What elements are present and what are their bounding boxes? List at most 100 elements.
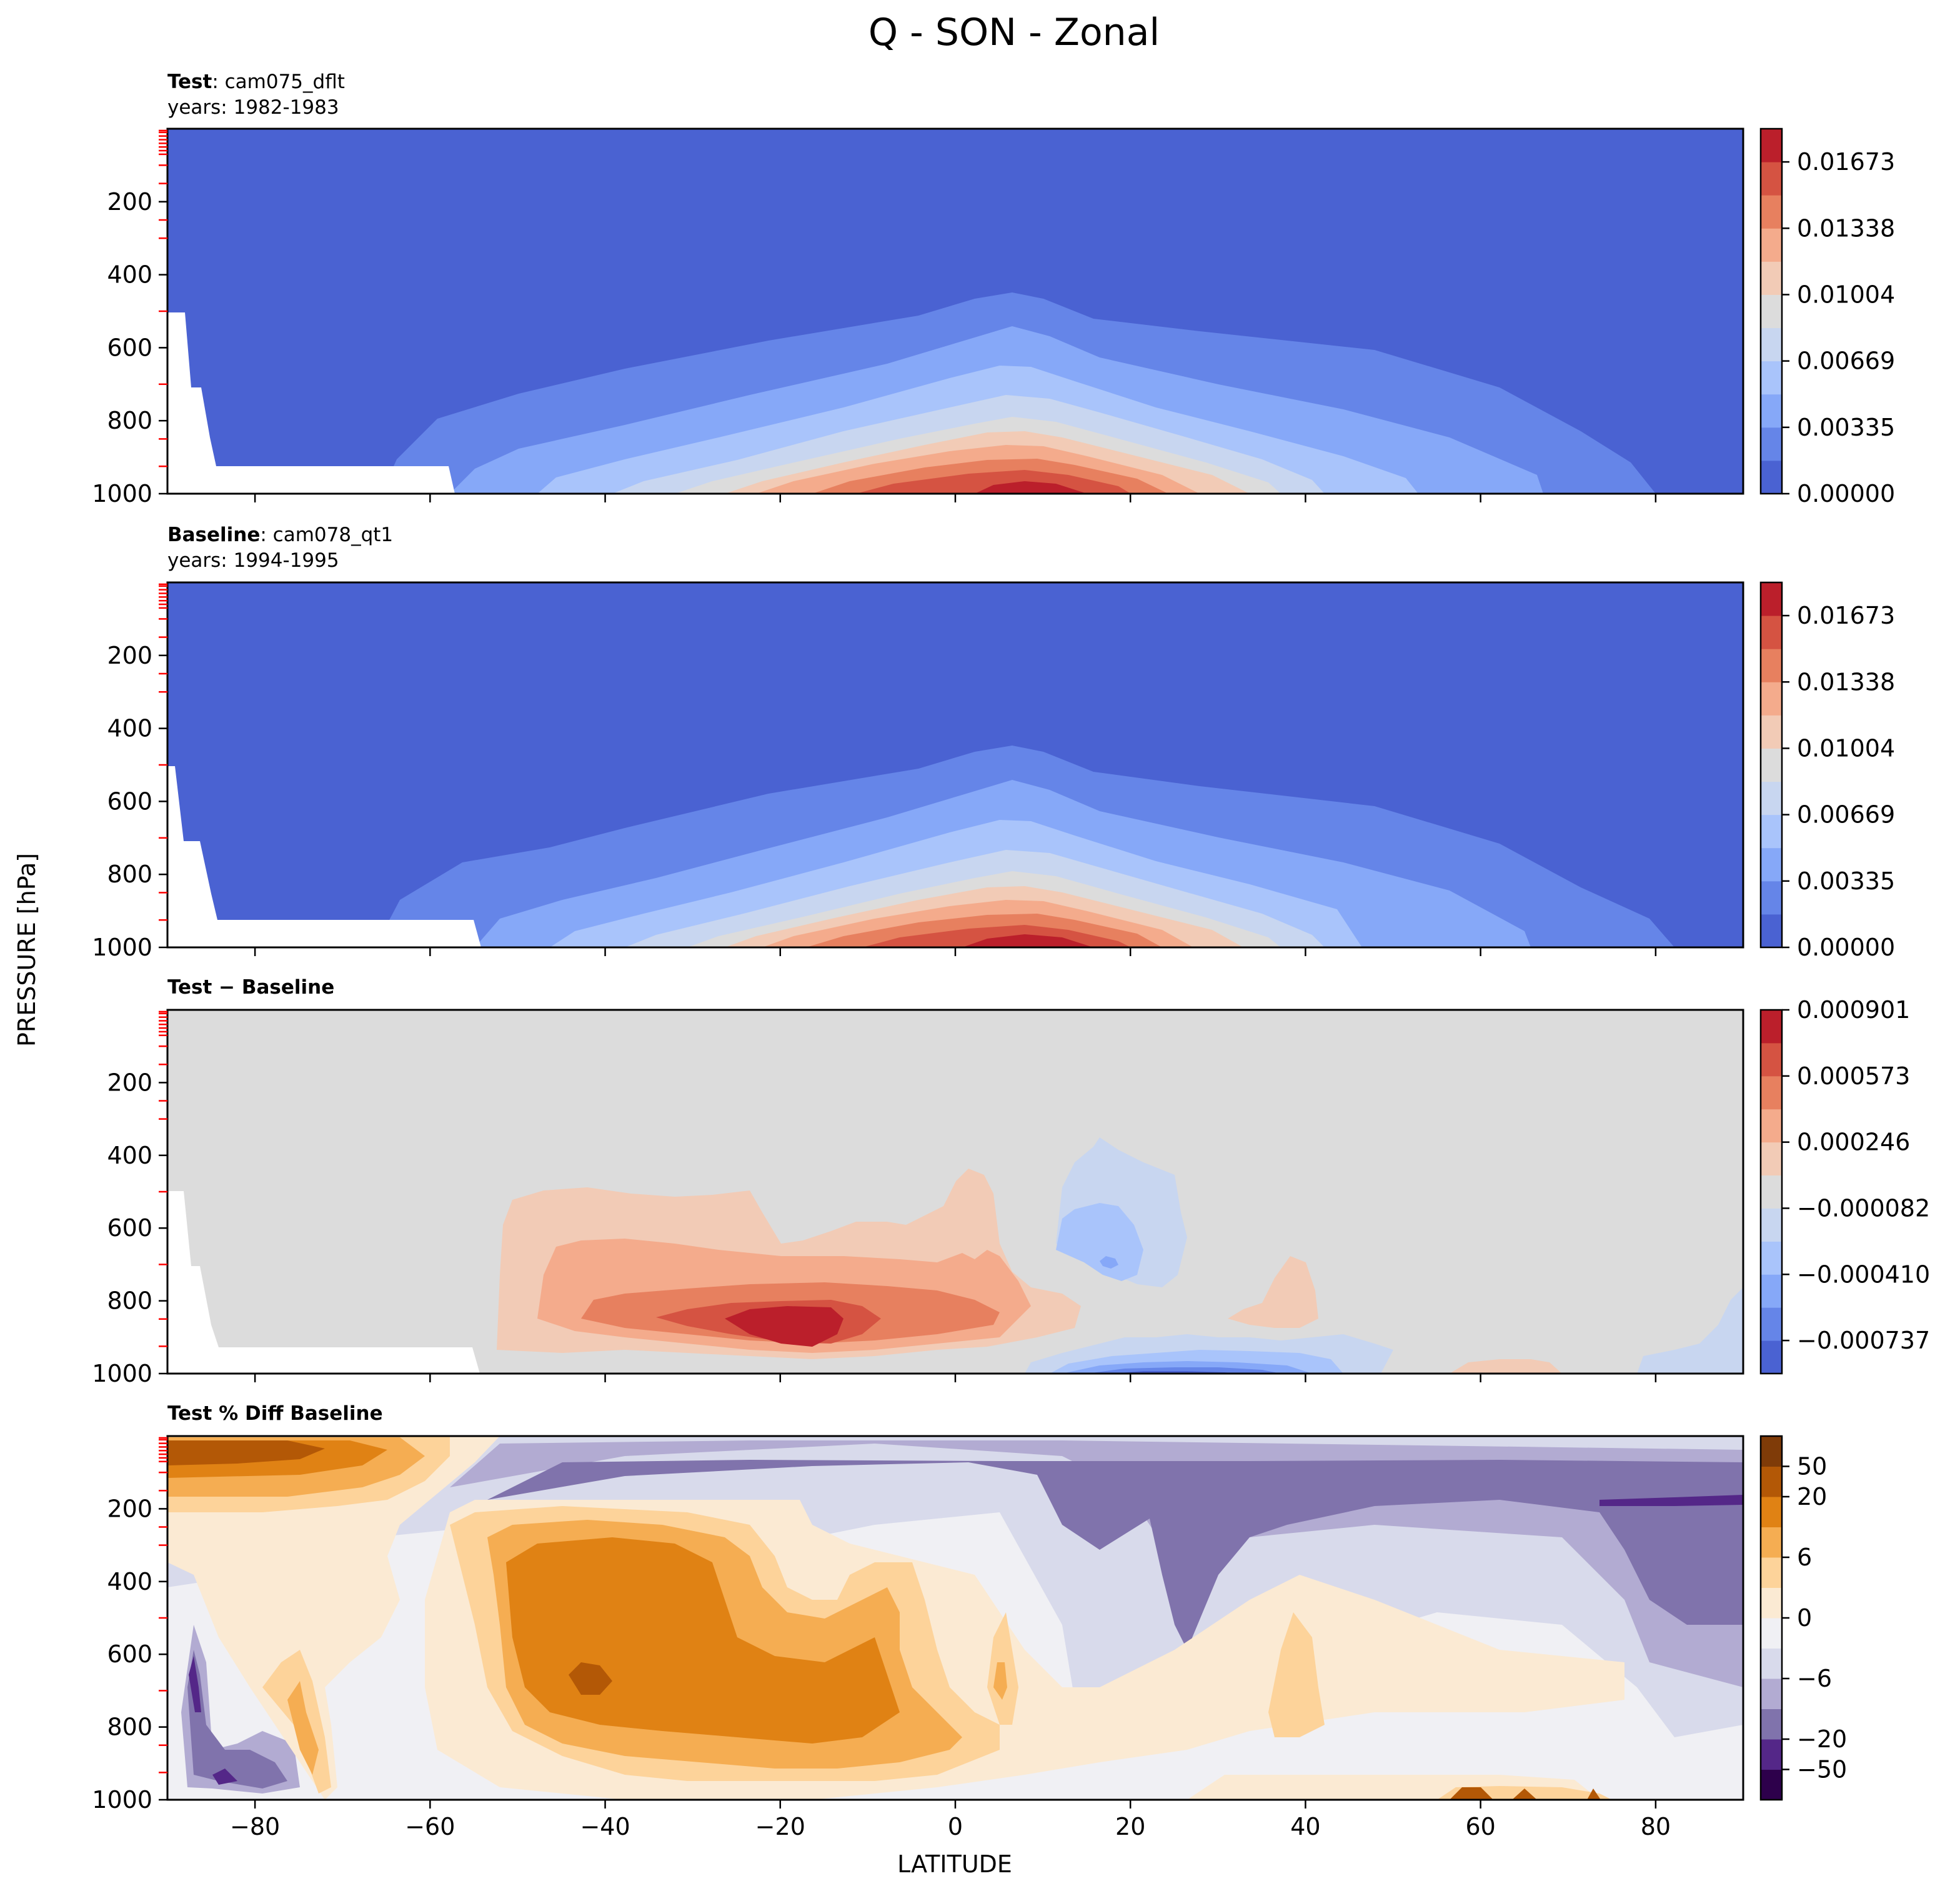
panel-baseline-contours bbox=[167, 582, 1743, 947]
colorbar-frame bbox=[1759, 127, 1783, 495]
colorbar-swatch bbox=[1761, 881, 1782, 915]
colorbar-swatch bbox=[1761, 1436, 1782, 1467]
contour-fill-positive-5 bbox=[725, 1306, 843, 1347]
contour-fill-level-10 bbox=[962, 934, 1093, 947]
contour-fill-neg-3 bbox=[487, 1460, 1743, 1650]
colorbar-swatch bbox=[1761, 1739, 1782, 1770]
panel-test-header: Test: cam075_dflt bbox=[167, 71, 345, 93]
x-axis-label: LATITUDE bbox=[897, 1850, 1012, 1878]
colorbar-swatch bbox=[1761, 195, 1782, 229]
colorbar-tick-label: −6 bbox=[1797, 1665, 1832, 1692]
contour-fill-neg-antarctic-3 bbox=[189, 1656, 237, 1785]
terrain-mask bbox=[167, 766, 481, 947]
panel-diff-colorbar: −0.000737 −0.000410 −0.000082 0.000246 0.000… bbox=[1759, 996, 1930, 1375]
colorbar-swatch bbox=[1761, 1142, 1782, 1176]
colorbar-swatch bbox=[1761, 649, 1782, 682]
panel-pctdiff-header-bold: Test % Diff Baseline bbox=[167, 1402, 383, 1425]
colorbar-swatch bbox=[1761, 1497, 1782, 1527]
colorbar-tick-label: 0.00669 bbox=[1797, 801, 1895, 829]
contour-fill-pos-3d bbox=[993, 1662, 1007, 1700]
colorbar-swatch bbox=[1761, 1340, 1782, 1374]
contour-fill-neg-4 bbox=[1599, 1495, 1743, 1506]
x-tick-label: −60 bbox=[405, 1813, 455, 1840]
colorbar-tick-label: 0.00335 bbox=[1797, 867, 1895, 895]
y-tick-label: 400 bbox=[107, 1142, 152, 1169]
colorbar-swatch bbox=[1761, 1709, 1782, 1740]
panel-pctdiff-header: Test % Diff Baseline bbox=[167, 1402, 383, 1425]
y-tick-label: 600 bbox=[107, 1640, 152, 1668]
colorbar-swatch bbox=[1761, 129, 1782, 162]
y-tick-label: 800 bbox=[107, 861, 152, 888]
panel-test-colorbar: 0.00000 0.00335 0.00669 0.01004 0.01338 0.016… bbox=[1759, 127, 1895, 507]
colorbar-frame bbox=[1759, 581, 1783, 949]
colorbar-swatch bbox=[1761, 327, 1782, 362]
x-tick-label: 60 bbox=[1465, 1813, 1495, 1840]
panel-pctdiff-contours bbox=[167, 1436, 1743, 1800]
panel-diff-axes: 200 400 600 800 1000 bbox=[92, 1010, 1657, 1387]
colorbar-swatch bbox=[1761, 460, 1782, 494]
y-tick-label: 1000 bbox=[92, 1360, 152, 1387]
y-tick-label: 800 bbox=[107, 1287, 152, 1315]
panel-baseline: Baseline: cam078_qt1 years: 1994-1995 20… bbox=[92, 524, 1895, 961]
panel-diff-contours bbox=[167, 1010, 1743, 1374]
panel-pctdiff-axes: −80 −60 −40 −20 0 20 40 60 80 200 400 600 800 1000 bbox=[92, 1437, 1671, 1840]
colorbar-swatch bbox=[1761, 427, 1782, 461]
colorbar-swatch bbox=[1761, 1274, 1782, 1308]
panel-pctdiff: Test % Diff Baseline bbox=[92, 1402, 1847, 1840]
colorbar-swatch bbox=[1761, 1648, 1782, 1679]
panel-baseline-axes: 200 400 600 800 1000 bbox=[92, 583, 1657, 961]
contour-fill-positive-arctic bbox=[1450, 1359, 1562, 1374]
colorbar-tick-label: −0.000082 bbox=[1797, 1194, 1930, 1222]
x-tick-label: −20 bbox=[755, 1813, 805, 1840]
colorbar-swatch bbox=[1761, 1042, 1782, 1077]
y-tick-label: 1000 bbox=[92, 934, 152, 961]
colorbar-swatch bbox=[1761, 1466, 1782, 1497]
colorbar-swatch bbox=[1761, 1109, 1782, 1143]
terrain-mask bbox=[167, 1191, 480, 1374]
x-tick-label: −80 bbox=[230, 1813, 280, 1840]
colorbar-swatch bbox=[1761, 1527, 1782, 1558]
panel-baseline-header: Baseline: cam078_qt1 bbox=[167, 524, 393, 546]
colorbar-swatch bbox=[1761, 1618, 1782, 1649]
colorbar-tick-label: 0.000246 bbox=[1797, 1129, 1910, 1156]
colorbar-tick-label: 0.01673 bbox=[1797, 602, 1895, 629]
colorbar-swatch bbox=[1761, 1075, 1782, 1110]
colorbar-tick-label: 6 bbox=[1797, 1544, 1812, 1571]
y-axis-label: PRESSURE [hPa] bbox=[13, 853, 41, 1047]
colorbar-swatch bbox=[1761, 914, 1782, 948]
contour-fill-neg-antarctic-2 bbox=[187, 1650, 287, 1789]
colorbar-tick-label: 0.000901 bbox=[1797, 996, 1910, 1024]
panel-diff: Test − Baseline 200 400 600 800 1000 −0.0007… bbox=[92, 976, 1930, 1387]
colorbar-swatch bbox=[1761, 1679, 1782, 1709]
panel-baseline-header-bold: Baseline bbox=[167, 524, 260, 546]
colorbar-tick-label: 0.00669 bbox=[1797, 347, 1895, 375]
figure-title: Q - SON - Zonal bbox=[868, 11, 1160, 54]
colorbar-tick-label: 0 bbox=[1797, 1604, 1812, 1632]
colorbar-swatch bbox=[1761, 1587, 1782, 1619]
colorbar-tick-label: 0.00000 bbox=[1797, 480, 1895, 507]
contour-fill-negative-2 bbox=[1056, 1203, 1143, 1281]
colorbar-swatch bbox=[1761, 294, 1782, 329]
colorbar-tick-label: −0.000410 bbox=[1797, 1260, 1930, 1288]
colorbar-swatch bbox=[1761, 814, 1782, 849]
panel-diff-header-bold: Test − Baseline bbox=[167, 976, 334, 999]
panel-baseline-colorbar: 0.00000 0.00335 0.00669 0.01004 0.01338 0.016… bbox=[1759, 581, 1895, 961]
contour-fill-level-10 bbox=[975, 481, 1087, 494]
colorbar-swatch bbox=[1761, 1557, 1782, 1588]
y-tick-label: 200 bbox=[107, 642, 152, 669]
colorbar-swatch bbox=[1761, 394, 1782, 428]
panel-pctdiff-colorbar: −50 −20 −6 0 6 20 50 bbox=[1759, 1435, 1847, 1801]
x-tick-label: 0 bbox=[948, 1813, 963, 1840]
x-tick-label: 40 bbox=[1290, 1813, 1320, 1840]
y-tick-label: 1000 bbox=[92, 1786, 152, 1814]
panel-test-header-bold: Test bbox=[167, 71, 212, 93]
colorbar-tick-label: 0.00335 bbox=[1797, 414, 1895, 441]
contour-fill-pos-5 bbox=[167, 1440, 325, 1465]
y-tick-label: 1000 bbox=[92, 480, 152, 507]
contour-fill-negative-3 bbox=[1100, 1256, 1118, 1269]
colorbar-swatch bbox=[1761, 616, 1782, 649]
colorbar-swatch bbox=[1761, 1175, 1782, 1209]
colorbar-swatch bbox=[1761, 682, 1782, 716]
colorbar-tick-label: −50 bbox=[1797, 1756, 1847, 1784]
